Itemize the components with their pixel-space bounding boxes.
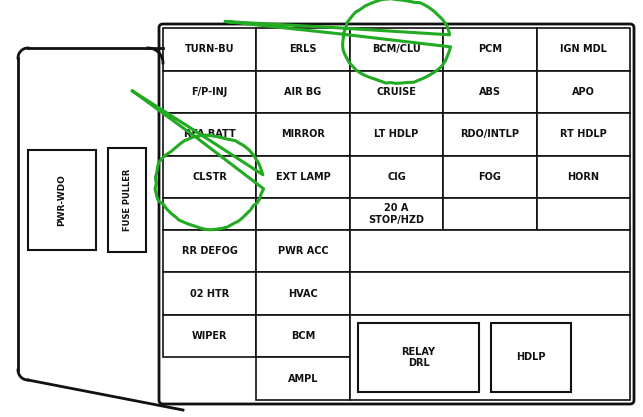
Text: HVAC: HVAC bbox=[288, 289, 318, 299]
Bar bbox=[163, 28, 257, 70]
Text: MIRROR: MIRROR bbox=[281, 129, 325, 139]
Bar bbox=[350, 315, 630, 400]
Text: PCM: PCM bbox=[478, 44, 502, 54]
Text: LT HDLP: LT HDLP bbox=[374, 129, 419, 139]
Bar bbox=[350, 70, 443, 113]
Bar bbox=[350, 113, 443, 156]
Text: WIPER: WIPER bbox=[192, 331, 228, 341]
Bar bbox=[537, 28, 630, 70]
Bar bbox=[443, 113, 537, 156]
Text: TURN-BU: TURN-BU bbox=[185, 44, 235, 54]
Text: 02 HTR: 02 HTR bbox=[190, 289, 230, 299]
Bar bbox=[350, 156, 443, 198]
Bar bbox=[163, 315, 257, 357]
Bar bbox=[443, 70, 537, 113]
Text: ERLS: ERLS bbox=[289, 44, 317, 54]
Bar bbox=[163, 113, 257, 156]
Bar bbox=[350, 272, 630, 315]
Bar bbox=[257, 315, 350, 357]
Bar bbox=[257, 198, 350, 230]
Bar bbox=[537, 198, 630, 230]
Text: APO: APO bbox=[572, 87, 595, 97]
Bar bbox=[108, 148, 146, 252]
Text: BCM: BCM bbox=[291, 331, 315, 341]
Bar bbox=[537, 156, 630, 198]
Bar bbox=[350, 198, 443, 230]
Bar bbox=[257, 230, 350, 272]
Bar bbox=[163, 156, 257, 198]
Text: CIG: CIG bbox=[387, 172, 406, 182]
Bar bbox=[28, 150, 96, 250]
Text: AMPL: AMPL bbox=[288, 374, 318, 384]
Bar bbox=[257, 357, 350, 400]
Bar bbox=[163, 230, 257, 272]
Text: PWR-WDO: PWR-WDO bbox=[57, 174, 66, 226]
Bar bbox=[257, 28, 350, 70]
Text: RELAY
DRL: RELAY DRL bbox=[401, 347, 435, 368]
Bar bbox=[537, 70, 630, 113]
Bar bbox=[257, 272, 350, 315]
Text: BCM/CLU: BCM/CLU bbox=[372, 44, 421, 54]
Bar bbox=[163, 198, 257, 230]
Bar bbox=[257, 70, 350, 113]
Text: PWR ACC: PWR ACC bbox=[278, 246, 329, 256]
Bar bbox=[537, 113, 630, 156]
Bar bbox=[491, 323, 570, 392]
Text: CRUISE: CRUISE bbox=[377, 87, 417, 97]
Bar bbox=[257, 156, 350, 198]
Text: RT HDLP: RT HDLP bbox=[560, 129, 607, 139]
Bar bbox=[443, 198, 537, 230]
FancyBboxPatch shape bbox=[159, 24, 634, 404]
Bar bbox=[163, 70, 257, 113]
Bar bbox=[443, 28, 537, 70]
Text: ABS: ABS bbox=[479, 87, 501, 97]
Text: CLSTR: CLSTR bbox=[192, 172, 227, 182]
Text: 20 A
STOP/HZD: 20 A STOP/HZD bbox=[368, 203, 424, 225]
Text: RR DEFOG: RR DEFOG bbox=[182, 246, 238, 256]
Bar bbox=[443, 156, 537, 198]
Text: FOG: FOG bbox=[478, 172, 502, 182]
Text: RDO/INTLP: RDO/INTLP bbox=[460, 129, 520, 139]
Text: HDLP: HDLP bbox=[516, 352, 546, 362]
Text: AIR BG: AIR BG bbox=[284, 87, 322, 97]
Bar bbox=[350, 230, 630, 272]
Text: IGN MDL: IGN MDL bbox=[560, 44, 607, 54]
Text: RFA BATT: RFA BATT bbox=[184, 129, 235, 139]
Text: EXT LAMP: EXT LAMP bbox=[276, 172, 331, 182]
Bar bbox=[257, 113, 350, 156]
Bar bbox=[358, 323, 479, 392]
Text: HORN: HORN bbox=[567, 172, 599, 182]
Text: FUSE PULLER: FUSE PULLER bbox=[123, 169, 132, 231]
Bar bbox=[163, 272, 257, 315]
Bar bbox=[350, 28, 443, 70]
Text: F/P-INJ: F/P-INJ bbox=[192, 87, 228, 97]
